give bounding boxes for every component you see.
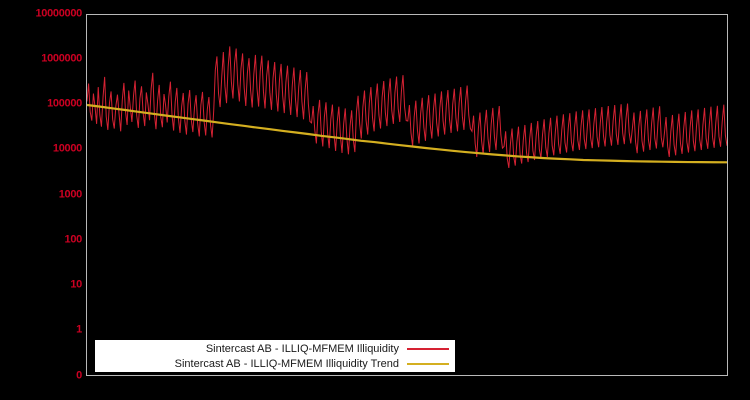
y-tick-label: 10: [70, 278, 82, 291]
legend-line-swatch-icon: [407, 362, 449, 365]
y-tick-label: 100000: [47, 97, 82, 110]
legend: Sintercast AB - ILLIQ-MFMEM Illiquidity …: [95, 340, 455, 372]
legend-label: Sintercast AB - ILLIQ-MFMEM Illiquidity …: [174, 357, 399, 370]
y-tick-label: 1000000: [41, 52, 82, 65]
legend-entry-illiquidity: Sintercast AB - ILLIQ-MFMEM Illiquidity: [95, 341, 455, 356]
y-tick-label: 10000000: [35, 7, 82, 20]
series-line-illiquidity: [87, 46, 727, 167]
y-tick-label: 1000: [58, 188, 83, 201]
plot-area: [86, 14, 728, 376]
legend-entry-illiquidity-trend: Sintercast AB - ILLIQ-MFMEM Illiquidity …: [95, 356, 455, 371]
y-tick-label: 10000: [52, 142, 82, 155]
y-tick-label: 1: [76, 323, 82, 336]
legend-line-swatch-icon: [407, 347, 449, 350]
series-line-illiquidity-trend: [87, 105, 727, 162]
y-tick-label: 100: [64, 233, 83, 246]
y-tick-label: 0: [76, 369, 82, 382]
series-canvas: [87, 15, 727, 375]
legend-label: Sintercast AB - ILLIQ-MFMEM Illiquidity: [205, 342, 399, 355]
y-axis: 10000000 1000000 100000 10000 1000 100 1…: [0, 0, 82, 400]
